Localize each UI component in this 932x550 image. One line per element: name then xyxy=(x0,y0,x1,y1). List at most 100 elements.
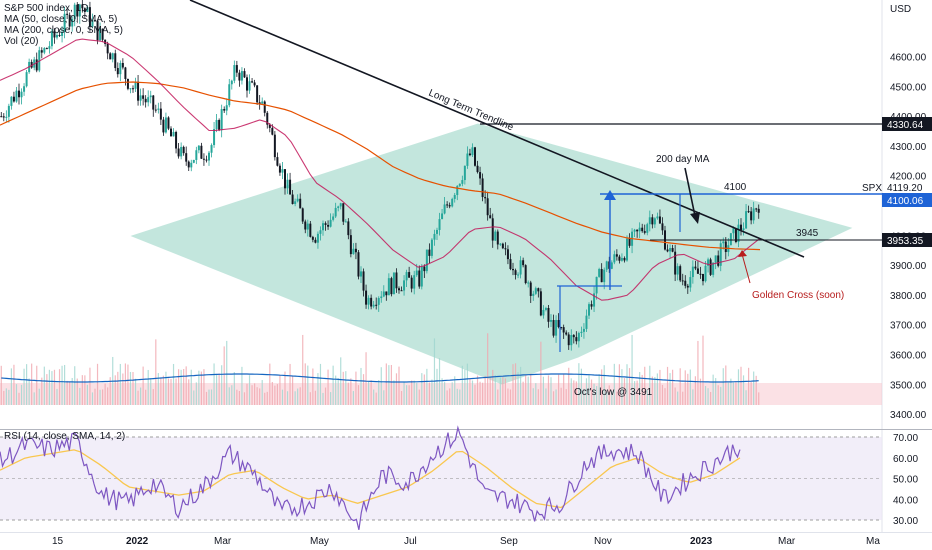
candle-body xyxy=(332,216,335,220)
candle-body xyxy=(755,208,758,210)
volume-bar xyxy=(520,366,522,405)
level-4100-label: 4100 xyxy=(724,182,747,193)
volume-bar xyxy=(183,369,185,405)
candle-body xyxy=(314,239,317,243)
volume-bar xyxy=(398,366,400,405)
volume-bar xyxy=(699,378,702,405)
volume-bar xyxy=(228,387,230,405)
volume-bar xyxy=(284,371,286,405)
candle-body xyxy=(76,4,79,17)
candle-body xyxy=(78,4,81,17)
golden-cross-arrowhead xyxy=(738,250,747,257)
volume-bar xyxy=(195,382,197,405)
candle-body xyxy=(228,84,231,106)
volume-bar xyxy=(722,368,724,405)
price-tick: 4500.00 xyxy=(890,82,927,93)
volume-bar xyxy=(10,368,12,405)
volume-bar xyxy=(332,365,334,405)
volume-bars xyxy=(0,333,760,405)
candle-body xyxy=(651,217,654,225)
volume-bar xyxy=(692,389,694,405)
legend-rsi-label[interactable]: RSI (14, close, SMA, 14, 2) xyxy=(4,431,126,442)
candle-body xyxy=(451,198,454,207)
candle-body xyxy=(2,116,5,118)
candle-body xyxy=(370,297,373,307)
legend-ma200[interactable]: MA (200, close, 0, SMA, 5) xyxy=(4,25,123,36)
legend-volume[interactable]: Vol (20) xyxy=(4,36,39,47)
candle-body xyxy=(258,102,261,104)
volume-bar xyxy=(530,373,532,405)
rsi-tick: 30.00 xyxy=(893,516,918,527)
candle-body xyxy=(268,124,271,128)
volume-bar xyxy=(281,389,284,405)
volume-bar xyxy=(129,371,132,405)
candle-body xyxy=(197,145,200,151)
candle-body xyxy=(180,146,183,157)
volume-bar xyxy=(644,366,646,405)
volume-bar xyxy=(494,375,496,405)
volume-bar xyxy=(611,391,613,405)
volume-bar xyxy=(426,368,428,405)
candle-body xyxy=(144,98,147,103)
volume-bar xyxy=(15,384,18,405)
candle-body xyxy=(684,280,687,286)
candle-body xyxy=(509,259,512,269)
volume-bar xyxy=(388,365,390,405)
time-tick: May xyxy=(310,536,329,547)
candle-body xyxy=(626,238,628,261)
candle-body xyxy=(418,270,421,287)
volume-bar xyxy=(418,389,420,405)
candle-body xyxy=(167,117,170,129)
candle-body xyxy=(562,327,565,333)
candle-body xyxy=(572,335,575,338)
volume-bar xyxy=(400,391,403,405)
legend-symbol[interactable]: S&P 500 index, 1D xyxy=(4,3,89,14)
candle-body xyxy=(129,88,132,90)
volume-bar xyxy=(269,363,271,405)
volume-bar xyxy=(573,380,575,405)
candle-body xyxy=(327,224,330,227)
volume-bar xyxy=(370,380,372,405)
volume-bar xyxy=(71,377,73,405)
volume-bar xyxy=(563,373,565,405)
time-tick: Jul xyxy=(404,536,417,547)
volume-bar xyxy=(737,369,740,405)
candle-body xyxy=(114,53,117,69)
candle-body xyxy=(489,215,492,219)
volume-bar xyxy=(178,369,180,405)
volume-bar xyxy=(241,366,243,405)
volume-bar xyxy=(51,371,53,405)
candle-body xyxy=(420,266,423,287)
volume-bar xyxy=(107,387,109,405)
candle-body xyxy=(266,112,269,125)
volume-bar xyxy=(335,375,337,405)
volume-bar xyxy=(684,370,686,405)
candle-body xyxy=(628,238,631,246)
candle-body xyxy=(542,309,545,316)
legend-ma50[interactable]: MA (50, close, 0, SMA, 5) xyxy=(4,14,118,25)
candle-body xyxy=(610,262,613,269)
candle-body xyxy=(58,34,61,36)
volume-bar xyxy=(421,373,423,405)
candle-body xyxy=(299,198,302,209)
volume-bar xyxy=(102,389,104,405)
volume-bar xyxy=(704,385,707,405)
volume-bar xyxy=(218,373,220,405)
candle-body xyxy=(704,265,707,282)
volume-bar xyxy=(271,381,273,405)
candle-body xyxy=(702,273,704,282)
volume-bar xyxy=(433,338,436,405)
candle-body xyxy=(192,159,195,163)
candle-body xyxy=(365,290,368,305)
candle-body xyxy=(233,65,236,81)
candle-body xyxy=(50,31,53,47)
candle-body xyxy=(737,224,740,243)
candle-body xyxy=(653,218,656,225)
candle-body xyxy=(428,249,431,256)
tag-3953: 3953.35 xyxy=(887,236,924,247)
volume-bar xyxy=(532,388,534,405)
candle-body xyxy=(149,95,152,98)
long-term-trendline[interactable] xyxy=(189,0,805,258)
candle-body xyxy=(367,297,370,305)
